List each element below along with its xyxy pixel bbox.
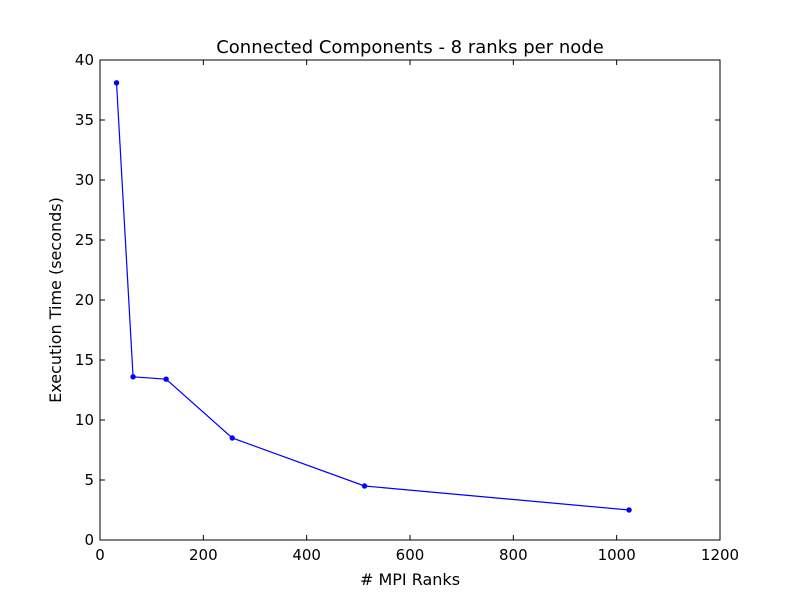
data-point xyxy=(361,483,368,489)
data-point xyxy=(229,435,235,441)
y-tick-label: 35 xyxy=(75,111,94,129)
series-line xyxy=(115,82,630,511)
chart-title: Connected Components - 8 ranks per node xyxy=(216,37,604,58)
x-tick-label: 1000 xyxy=(598,546,636,564)
data-point xyxy=(626,507,632,513)
data-point xyxy=(113,80,120,86)
axis-ticks: 0 200 400 600 800 1000 1200 0 5 10 15 20 25 30 35 40 xyxy=(75,51,739,564)
x-tick-label: 200 xyxy=(189,546,218,564)
x-tick-label: 400 xyxy=(292,546,321,564)
y-axis-label: Execution Time (seconds) xyxy=(46,197,65,403)
y-tick-label: 0 xyxy=(84,531,94,549)
x-tick-label: 600 xyxy=(396,546,425,564)
x-tick-label: 1200 xyxy=(701,546,739,564)
y-tick-label: 20 xyxy=(75,291,94,309)
y-tick-label: 30 xyxy=(75,171,94,189)
y-tick-label: 5 xyxy=(84,471,94,489)
x-axis-label: # MPI Ranks xyxy=(360,570,460,589)
x-tick-label: 0 xyxy=(95,546,105,564)
y-tick-label: 10 xyxy=(75,411,94,429)
y-tick-label: 15 xyxy=(75,351,94,369)
y-tick-label: 40 xyxy=(75,51,94,69)
x-tick-label: 800 xyxy=(499,546,528,564)
data-point xyxy=(163,376,169,382)
series-layer xyxy=(113,80,632,513)
plot-frame xyxy=(99,59,721,541)
data-point xyxy=(130,374,136,380)
y-tick-label: 25 xyxy=(75,231,94,249)
